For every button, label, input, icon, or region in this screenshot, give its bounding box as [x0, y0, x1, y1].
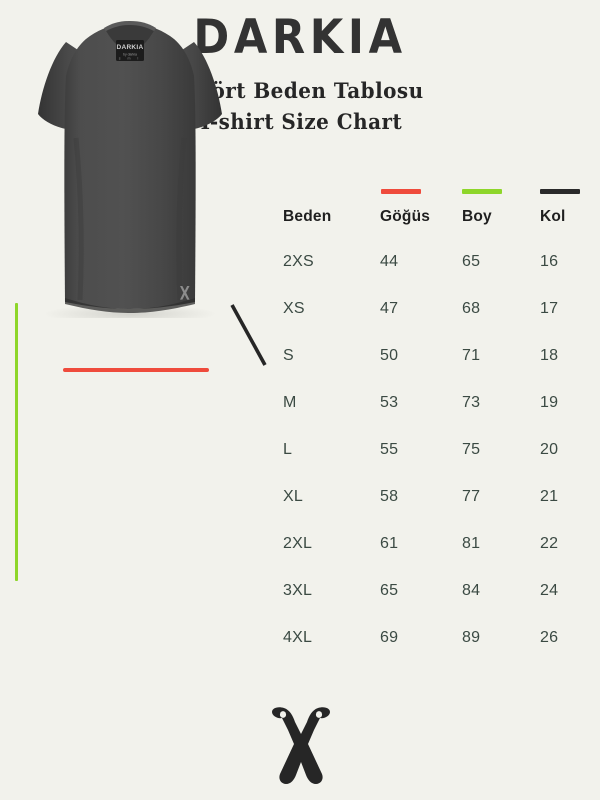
table-row: 65: [462, 253, 481, 270]
table-row: 19: [540, 394, 559, 411]
table-row: 17: [540, 300, 559, 317]
column-header-chest: Göğüs: [380, 208, 431, 225]
table-grid: Beden Göğüs Boy Kol 2XS 44 65 16 XS 47 6…: [283, 196, 600, 661]
table-row: 89: [462, 629, 481, 646]
table-row: 21: [540, 488, 559, 505]
table-row: 24: [540, 582, 559, 599]
svg-text:s m l: s m l: [119, 57, 142, 61]
table-row: 44: [380, 253, 399, 270]
column-header-length: Boy: [462, 208, 492, 225]
table-row: 73: [462, 394, 481, 411]
table-row: 69: [380, 629, 399, 646]
column-header-size: Beden: [283, 208, 332, 225]
table-row: 77: [462, 488, 481, 505]
darkia-x-mark-icon: [272, 707, 330, 784]
table-row: 61: [380, 535, 399, 552]
tshirt-illustration: DARKIA by darkia s m l: [30, 18, 230, 318]
table-row: 58: [380, 488, 399, 505]
svg-text:by darkia: by darkia: [123, 53, 137, 57]
table-row: S: [283, 347, 294, 364]
length-guide-line: [15, 303, 18, 581]
column-header-sleeve: Kol: [540, 208, 566, 225]
table-row: 20: [540, 441, 559, 458]
svg-text:DARKIA: DARKIA: [116, 44, 143, 51]
table-row: M: [283, 394, 297, 411]
tshirt-graphic: DARKIA by darkia s m l: [38, 21, 222, 318]
table-row: 53: [380, 394, 399, 411]
table-row: 3XL: [283, 582, 313, 599]
table-row: 81: [462, 535, 481, 552]
table-row: 65: [380, 582, 399, 599]
table-row: 2XL: [283, 535, 313, 552]
table-row: 71: [462, 347, 481, 364]
table-row: 22: [540, 535, 559, 552]
column-color-markers: [270, 180, 600, 196]
size-chart-table: Beden Göğüs Boy Kol 2XS 44 65 16 XS 47 6…: [270, 180, 600, 661]
table-row: 55: [380, 441, 399, 458]
chest-color-marker: [381, 189, 421, 194]
page-title-english: T-shirt Size Chart: [197, 109, 403, 135]
page-title-turkish: Tişört Beden Tablosu: [176, 78, 424, 103]
length-color-marker: [462, 189, 502, 194]
table-row: XL: [283, 488, 303, 505]
sleeve-guide-line: [230, 304, 267, 366]
table-row: 26: [540, 629, 559, 646]
table-row: 47: [380, 300, 399, 317]
table-row: 2XS: [283, 253, 314, 270]
table-row: 4XL: [283, 629, 313, 646]
brand-wordmark: DARKIA: [193, 10, 407, 65]
table-row: 68: [462, 300, 481, 317]
table-row: 84: [462, 582, 481, 599]
table-row: L: [283, 441, 293, 458]
sleeve-color-marker: [540, 189, 580, 194]
table-row: 18: [540, 347, 559, 364]
table-row: 16: [540, 253, 559, 270]
page-header: DARKIA Tişört Beden Tablosu T-shirt Size…: [0, 0, 600, 133]
table-row: 50: [380, 347, 399, 364]
shirt-x-logo: [180, 286, 190, 300]
neck-label: [116, 40, 144, 61]
chest-guide-line: [63, 368, 209, 372]
table-row: XS: [283, 300, 305, 317]
table-row: 75: [462, 441, 481, 458]
